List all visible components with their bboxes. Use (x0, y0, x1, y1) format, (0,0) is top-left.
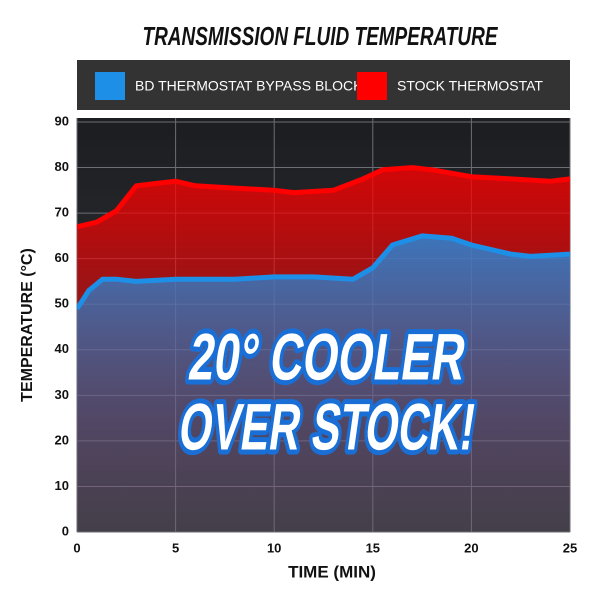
x-tick-label: 5 (172, 540, 179, 555)
y-tick-label: 80 (55, 159, 69, 174)
plot-layer (77, 165, 570, 532)
legend-label: STOCK THERMOSTAT (397, 78, 543, 94)
x-tick-label: 15 (366, 540, 380, 555)
legend-swatch (95, 72, 125, 100)
y-tick-label: 50 (55, 296, 69, 311)
y-tick-label: 40 (55, 341, 69, 356)
annotation: 20° COOLER (185, 321, 470, 395)
y-tick-label: 30 (55, 387, 69, 402)
y-tick-label: 90 (55, 113, 69, 128)
y-axis-label: TEMPERATURE (°C) (19, 248, 36, 402)
x-tick-label: 0 (73, 540, 80, 555)
legend-swatch (357, 72, 387, 100)
x-tick-label: 25 (563, 540, 577, 555)
x-axis-label: TIME (MIN) (288, 562, 376, 581)
area-fill (77, 235, 570, 532)
series-line (77, 165, 570, 230)
y-tick-label: 60 (55, 250, 69, 265)
y-tick-label: 10 (55, 478, 69, 493)
chart-title: TRANSMISSION FLUID TEMPERATURE (143, 21, 498, 51)
annotation: OVER STOCK! (175, 391, 480, 465)
y-tick-label: 20 (55, 432, 69, 447)
y-tick-label: 70 (55, 205, 69, 220)
x-tick-label: 10 (267, 540, 281, 555)
y-tick-label: 0 (62, 523, 69, 538)
x-tick-label: 20 (464, 540, 478, 555)
legend-label: BD THERMOSTAT BYPASS BLOCK (135, 78, 363, 94)
legend-box (77, 60, 570, 110)
series-line (77, 233, 570, 311)
